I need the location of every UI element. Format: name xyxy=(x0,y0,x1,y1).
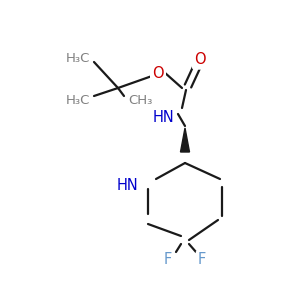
Text: H₃C: H₃C xyxy=(66,94,90,106)
Text: HN: HN xyxy=(152,110,174,125)
Text: CH₃: CH₃ xyxy=(128,94,152,106)
Text: O: O xyxy=(152,67,164,82)
Text: H₃C: H₃C xyxy=(66,52,90,64)
Text: F: F xyxy=(164,253,172,268)
Text: HN: HN xyxy=(117,178,139,193)
Polygon shape xyxy=(181,128,190,152)
Text: O: O xyxy=(194,52,206,68)
Text: F: F xyxy=(198,253,206,268)
